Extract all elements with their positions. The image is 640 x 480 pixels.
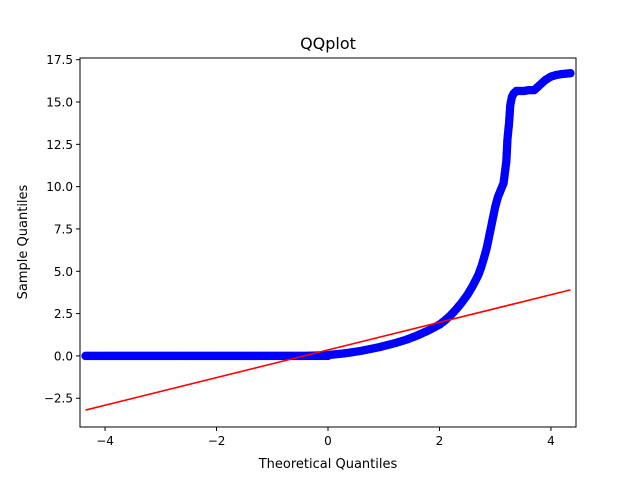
x-tick-label: 4 xyxy=(547,434,555,448)
y-tick-label: 17.5 xyxy=(46,53,73,67)
x-axis-ticks: −4 −2 0 2 4 xyxy=(96,427,555,448)
reference-line xyxy=(85,289,571,411)
y-tick-label: 15.0 xyxy=(46,96,73,110)
x-tick-label: 2 xyxy=(436,434,444,448)
plot-area xyxy=(81,69,575,411)
y-axis-label: Sample Quantiles xyxy=(16,184,31,299)
y-tick-label: 0.0 xyxy=(54,349,73,363)
x-tick-label: −4 xyxy=(96,434,114,448)
y-tick-label: 12.5 xyxy=(46,138,73,152)
y-tick-label: −2.5 xyxy=(44,392,73,406)
y-tick-label: 7.5 xyxy=(54,222,73,236)
x-tick-label: −2 xyxy=(208,434,226,448)
y-tick-label: 10.0 xyxy=(46,180,73,194)
x-tick-label: 0 xyxy=(324,434,332,448)
y-tick-label: 5.0 xyxy=(54,265,73,279)
y-tick-label: 2.5 xyxy=(54,307,73,321)
x-axis-label: Theoretical Quantiles xyxy=(258,457,398,472)
y-axis-ticks: −2.5 0.0 2.5 5.0 7.5 10.0 12.5 15.0 17.5 xyxy=(44,53,80,406)
qq-point xyxy=(566,69,575,78)
chart-title: QQplot xyxy=(300,34,356,53)
